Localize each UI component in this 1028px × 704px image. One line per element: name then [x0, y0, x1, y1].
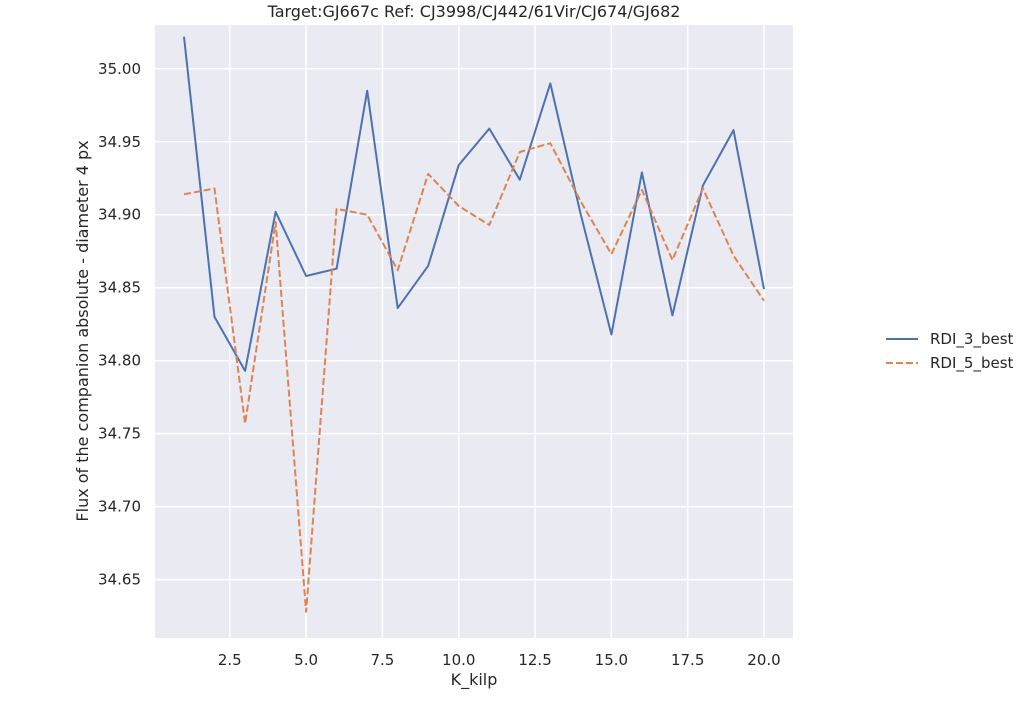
- y-tick-label: 34.65: [98, 571, 141, 589]
- legend-label: RDI_5_best: [930, 354, 1014, 373]
- x-tick-label: 15.0: [595, 651, 628, 669]
- legend-label: RDI_3_best: [930, 330, 1014, 349]
- legend: RDI_3_best RDI_5_best: [886, 330, 1014, 373]
- y-axis-label: Flux of the companion absolute - diamete…: [73, 140, 92, 521]
- y-tick-label: 34.80: [98, 352, 141, 370]
- series-lines: [183, 36, 765, 613]
- x-axis-label: K_kilp: [451, 670, 498, 690]
- y-tick-label: 34.70: [98, 498, 141, 516]
- y-tick-label: 34.95: [98, 133, 141, 151]
- x-tick-label: 20.0: [747, 651, 780, 669]
- x-tick-label: 7.5: [370, 651, 394, 669]
- x-tick-label: 12.5: [518, 651, 551, 669]
- series-line-RDI_5_best: [183, 142, 765, 613]
- series-line-RDI_3_best: [183, 36, 765, 372]
- y-tick-label: 34.75: [98, 425, 141, 443]
- plot-area: [155, 25, 793, 638]
- x-tick-label: 10.0: [442, 651, 475, 669]
- x-tick-label: 5.0: [294, 651, 318, 669]
- x-axis-ticks: 2.5 5.0 7.5 10.0 12.5 15.0 17.5 20.0: [218, 651, 781, 669]
- x-tick-label: 17.5: [671, 651, 704, 669]
- y-axis-ticks: 34.65 34.70 34.75 34.80 34.85 34.90 34.95 35.00: [98, 60, 141, 589]
- x-tick-label: 2.5: [218, 651, 242, 669]
- chart-title: Target:GJ667c Ref: CJ3998/CJ442/61Vir/CJ…: [267, 2, 681, 21]
- y-tick-label: 34.90: [98, 206, 141, 224]
- y-tick-label: 35.00: [98, 60, 141, 78]
- y-tick-label: 34.85: [98, 279, 141, 297]
